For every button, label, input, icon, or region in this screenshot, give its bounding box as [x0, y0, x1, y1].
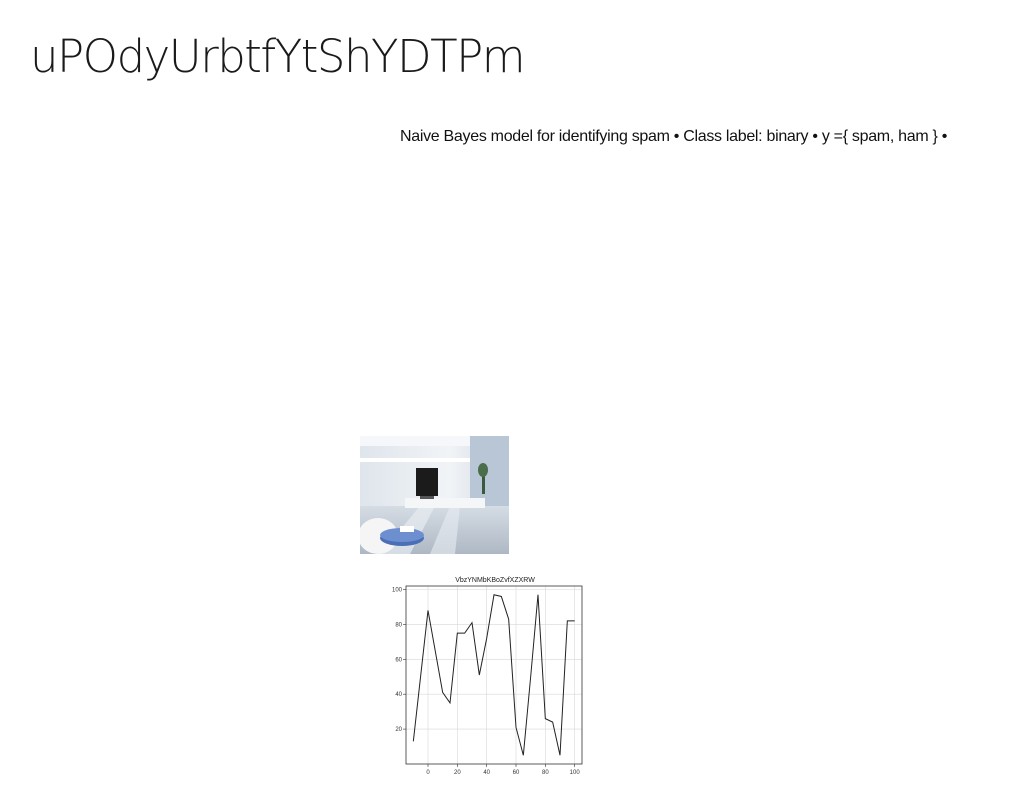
y-tick-label: 40: [395, 692, 402, 698]
y-tick-label: 60: [395, 657, 402, 663]
x-tick-label: 60: [513, 770, 520, 776]
series-line: [412, 594, 575, 756]
x-tick-label: 80: [542, 770, 549, 776]
chart-title: VbzYNMbKBoZvfXZXRW: [455, 577, 535, 584]
living-room-illustration: [360, 436, 509, 554]
slide-title: uPOdyUrbtfYtShYDTPm: [30, 30, 526, 83]
line-chart: VbzYNMbKBoZvfXZXRW 0 20 40 60 80 100 20 40 60 80 1…: [378, 572, 586, 780]
x-tick-label: 40: [483, 770, 490, 776]
y-tick-label: 80: [395, 622, 402, 628]
x-tick-label: 20: [454, 770, 461, 776]
plot-frame: [405, 585, 583, 765]
y-tick-label: 20: [395, 727, 402, 733]
bullet-text: Naive Bayes model for identifying spam •…: [400, 128, 947, 145]
x-tick-label: 100: [570, 770, 581, 776]
living-room-photo: [360, 436, 509, 554]
line-chart-svg: VbzYNMbKBoZvfXZXRW 0 20 40 60 80 100 20 40 60 80 1…: [392, 577, 583, 776]
x-tick-label: 0: [426, 770, 430, 776]
y-tick-label: 100: [392, 587, 403, 593]
